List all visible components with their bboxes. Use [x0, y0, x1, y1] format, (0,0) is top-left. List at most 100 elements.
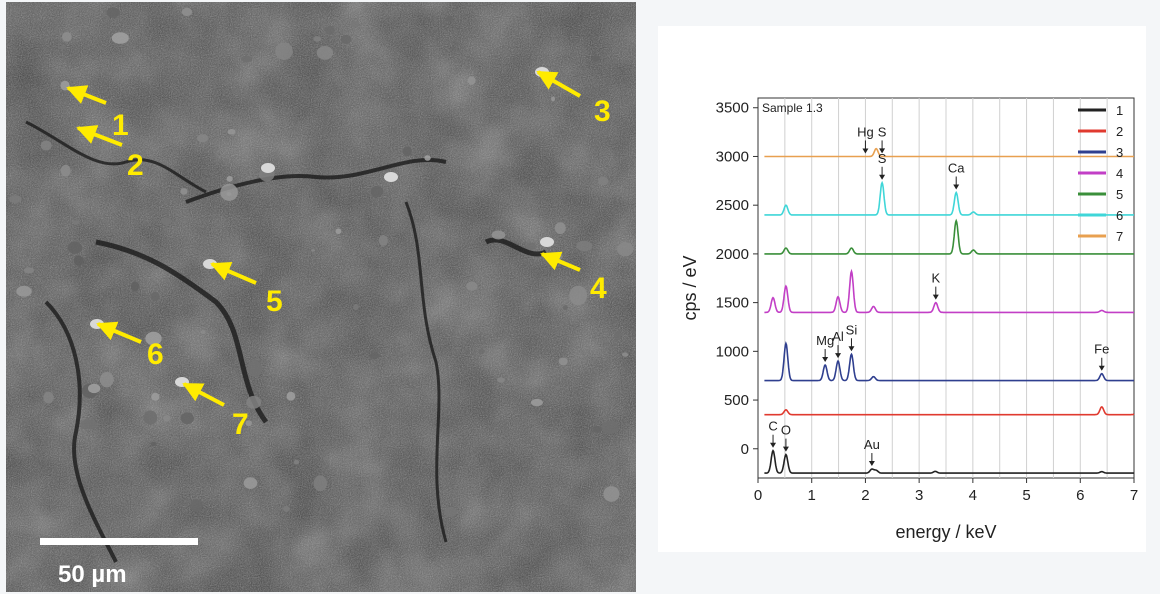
sem-particle	[163, 415, 171, 422]
sem-bright-particle	[261, 163, 275, 173]
sem-particle	[180, 412, 194, 425]
marker-label-4: 4	[590, 272, 607, 305]
sem-particle	[160, 217, 172, 225]
sem-bright-particle	[540, 237, 554, 247]
legend-label-3: 3	[1116, 145, 1123, 160]
sem-particle	[622, 352, 629, 357]
y-axis-ticks: 0 500 1000 1500 2000 2500 3000 3500	[716, 100, 758, 458]
y-tick-label: 2000	[716, 246, 749, 263]
sem-particle	[601, 420, 619, 434]
sem-particle	[312, 301, 318, 307]
marker-label-7: 7	[232, 408, 249, 441]
sem-particle	[60, 164, 71, 177]
y-tick-label: 1500	[716, 295, 749, 312]
sem-particle	[247, 360, 263, 378]
sem-particle	[316, 45, 334, 60]
sem-particle	[196, 134, 209, 143]
sem-particle	[283, 505, 290, 513]
sem-particle	[569, 285, 588, 306]
sem-particle	[350, 21, 360, 28]
sem-bright-particle	[384, 172, 398, 182]
sem-particle	[613, 331, 622, 341]
sem-particle	[551, 96, 556, 102]
peak-label-k: K	[931, 271, 940, 286]
annotation-arrowhead	[782, 446, 789, 452]
sem-particle	[293, 459, 300, 465]
sem-particle	[80, 419, 97, 430]
sem-particle	[491, 230, 506, 240]
sem-particle	[72, 220, 80, 225]
peak-label-hg: Hg	[857, 124, 874, 139]
y-tick-label: 3500	[716, 100, 749, 117]
sem-particle	[592, 425, 603, 433]
annotation-arrowhead	[879, 174, 886, 180]
annotation-arrowhead	[862, 148, 869, 154]
sem-particle	[145, 331, 162, 346]
sample-label: Sample 1.3	[762, 101, 823, 115]
sem-particle	[67, 241, 83, 254]
marker-label-2: 2	[127, 149, 144, 182]
x-tick-label: 2	[861, 487, 869, 504]
marker-label-6: 6	[147, 338, 164, 371]
legend-label-7: 7	[1116, 229, 1123, 244]
peak-label-c: C	[768, 419, 777, 434]
sem-particle	[325, 25, 335, 35]
legend-label-4: 4	[1116, 166, 1123, 181]
x-tick-label: 6	[1076, 487, 1084, 504]
x-tick-label: 0	[754, 487, 762, 504]
legend: 1 2 3 4 5 6 7	[1078, 103, 1123, 244]
y-tick-label: 3000	[716, 148, 749, 165]
series-line-1	[764, 449, 1134, 474]
peak-label-si: Si	[846, 322, 858, 337]
peak-label-al: Al	[832, 329, 844, 344]
sem-particle	[62, 31, 72, 42]
sem-particle	[402, 146, 412, 157]
sem-particle	[9, 195, 22, 204]
sem-particle	[243, 477, 258, 489]
sem-particle	[241, 55, 253, 63]
sem-particle	[130, 281, 140, 292]
x-tick-label: 1	[808, 487, 816, 504]
sem-particle	[43, 391, 54, 404]
sem-particle	[554, 222, 566, 235]
marker-label-5: 5	[266, 285, 283, 318]
annotation-arrowhead	[770, 442, 777, 448]
y-tick-label: 1000	[716, 343, 749, 360]
sem-particle	[245, 420, 252, 427]
sem-particle	[220, 183, 238, 201]
sem-crack	[404, 201, 448, 543]
sem-particle	[378, 235, 388, 246]
x-tick-label: 4	[969, 487, 977, 504]
marker-arrow-6	[96, 321, 142, 344]
series-line-4	[764, 268, 1134, 314]
marker-arrow-5	[210, 261, 257, 285]
sem-particle	[181, 7, 193, 17]
sem-particle	[153, 358, 160, 365]
sem-particle	[370, 185, 384, 198]
marker-arrow-4	[540, 251, 581, 272]
sem-particle	[40, 140, 52, 151]
sem-particle	[478, 348, 485, 355]
sem-particle	[190, 499, 203, 512]
sem-particle	[466, 281, 478, 291]
sem-particle	[603, 486, 620, 502]
sem-micrograph: 1 2 3 4 5 6 7 50 µm	[6, 2, 636, 592]
legend-label-6: 6	[1116, 208, 1123, 223]
peak-label-fe: Fe	[1094, 342, 1109, 357]
sem-particle	[150, 441, 157, 446]
peak-label-au: Au	[864, 437, 880, 452]
sem-particle	[311, 249, 316, 252]
y-tick-label: 500	[724, 392, 749, 409]
annotation-arrowhead	[848, 346, 855, 352]
grid-lines	[784, 98, 1108, 478]
sem-features	[9, 7, 634, 563]
sem-particle	[530, 398, 543, 407]
legend-label-1: 1	[1116, 103, 1123, 118]
sem-particle	[617, 242, 634, 257]
legend-label-5: 5	[1116, 187, 1123, 202]
x-tick-label: 5	[1022, 487, 1030, 504]
sem-particle	[444, 507, 457, 518]
series-line-7	[764, 147, 1134, 158]
sem-particle	[558, 357, 568, 366]
